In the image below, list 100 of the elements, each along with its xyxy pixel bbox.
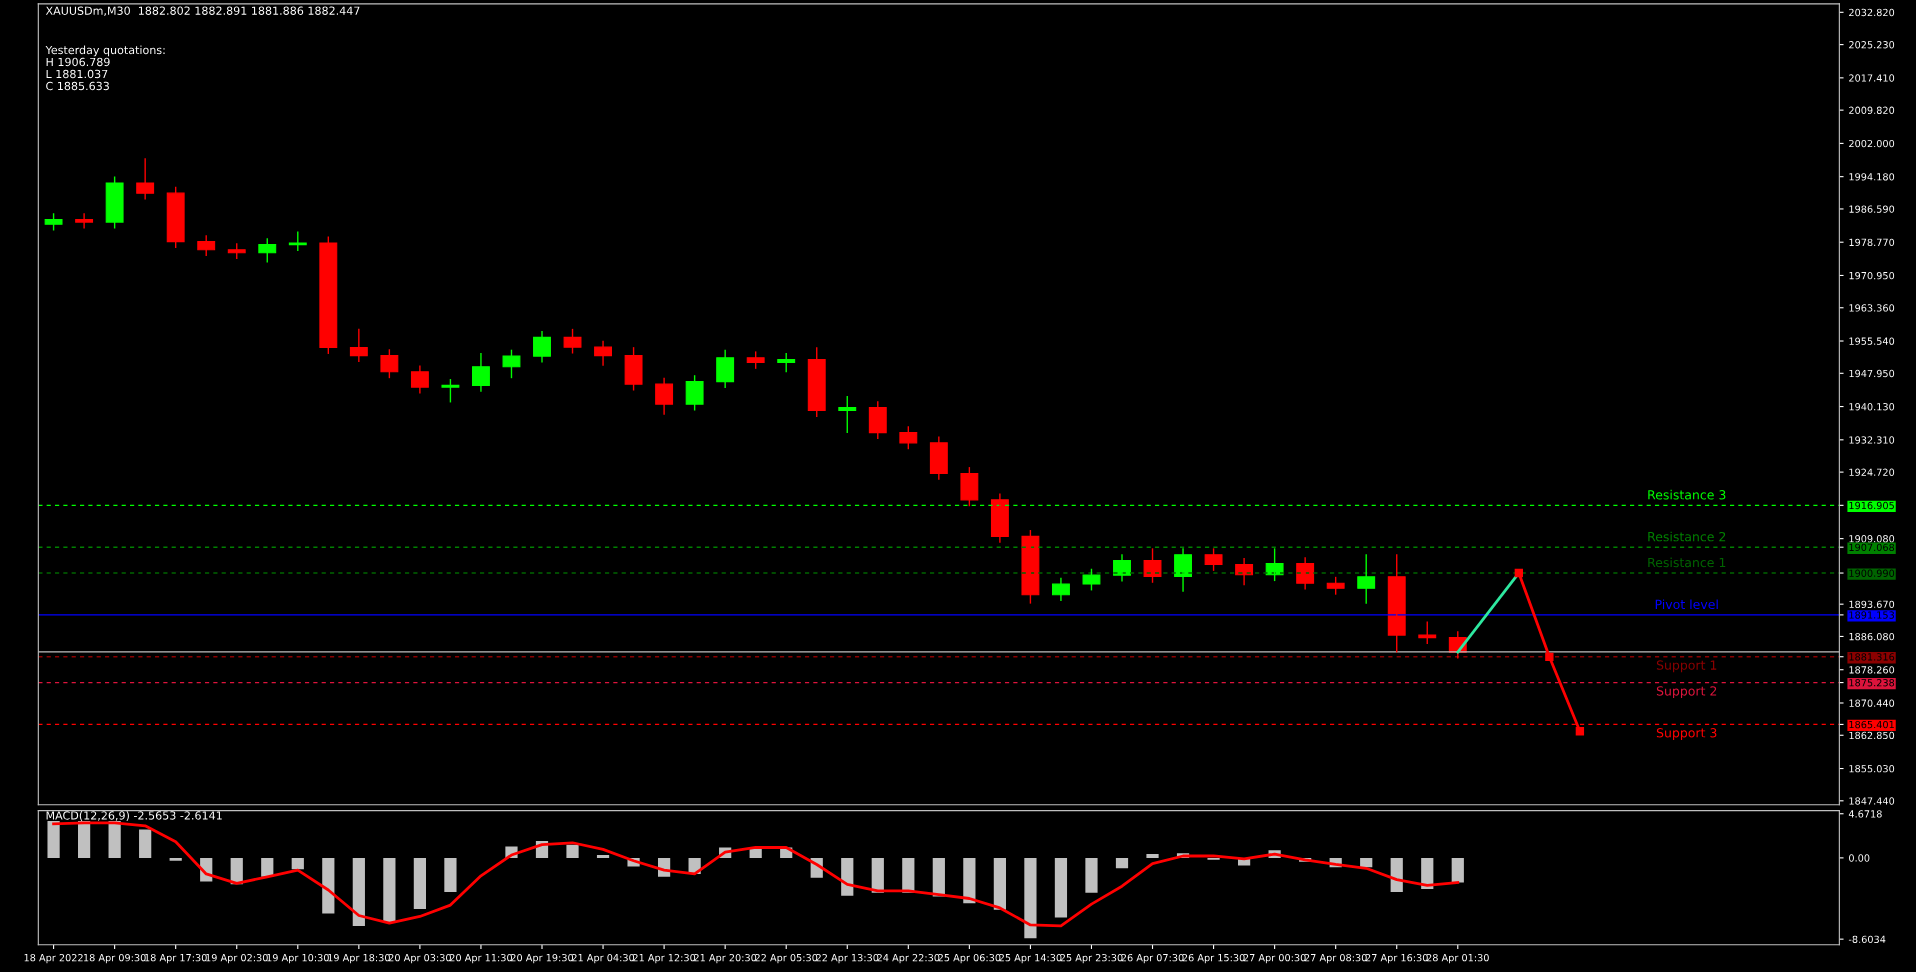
x-tick-label: 22 Apr 05:30 xyxy=(755,953,818,964)
y-tick-label: 1891.153 xyxy=(1849,611,1894,619)
ref-line-label: Support 2 xyxy=(1656,686,1717,699)
candlestick xyxy=(166,186,185,249)
x-tick-label: 20 Apr 11:30 xyxy=(449,953,512,964)
bar xyxy=(1451,857,1464,883)
y-tick-label: 1940.130 xyxy=(1849,403,1895,411)
x-tick-label: 19 Apr 10:30 xyxy=(267,953,329,964)
bar xyxy=(108,821,121,858)
bar xyxy=(1024,857,1037,939)
candlestick xyxy=(624,346,643,392)
y-tick-label: 1893.670 xyxy=(1849,600,1895,609)
candlestick xyxy=(533,330,551,364)
x-tick-label: 19 Apr 18:30 xyxy=(328,953,390,964)
x-tick-label: 19 Apr 02:30 xyxy=(206,953,268,964)
bar xyxy=(1360,857,1373,868)
y-tick-label: 1986.590 xyxy=(1849,205,1895,213)
bar xyxy=(1085,857,1098,893)
candlestick xyxy=(563,328,582,355)
x-tick-label: 25 Apr 14:30 xyxy=(999,953,1062,964)
candlestick xyxy=(471,352,490,393)
x-tick-label: 21 Apr 12:30 xyxy=(633,953,696,964)
y-tick-label: 2017.410 xyxy=(1849,74,1895,82)
bar xyxy=(596,855,610,858)
candlestick xyxy=(197,234,216,257)
bar xyxy=(932,857,945,897)
x-tick-label: 21 Apr 20:30 xyxy=(694,953,757,964)
point xyxy=(1514,568,1524,578)
x-tick-label: 18 Apr 09:30 xyxy=(84,953,146,964)
x-tick-label: 26 Apr 07:30 xyxy=(1121,953,1184,964)
bar xyxy=(78,821,91,858)
bar xyxy=(1054,857,1068,918)
candlestick xyxy=(1051,576,1070,602)
ref-line-label: Support 3 xyxy=(1656,728,1717,740)
x-tick-label: 25 Apr 06:30 xyxy=(938,953,1001,964)
candlestick xyxy=(1021,529,1040,605)
candlestick xyxy=(136,157,155,201)
chart-title: XAUUSDm,M30 1882.802 1882.891 1881.886 1882.447 xyxy=(45,6,360,17)
x-tick-label: 24 Apr 22:30 xyxy=(877,953,940,964)
bar xyxy=(291,857,304,870)
y-tick-label: 1862.850 xyxy=(1849,731,1895,740)
candlestick xyxy=(105,175,124,230)
y-tick-label: 1886.080 xyxy=(1849,632,1895,641)
y-tick-label: 1878.260 xyxy=(1849,666,1895,674)
candlestick xyxy=(868,400,887,440)
bar xyxy=(871,857,884,893)
candlestick xyxy=(288,230,307,252)
bar xyxy=(322,857,335,914)
candlestick xyxy=(319,235,338,355)
bar xyxy=(1390,857,1403,892)
bar xyxy=(566,844,579,858)
candlestick xyxy=(838,395,857,434)
x-tick-label: 27 Apr 16:30 xyxy=(1365,953,1428,964)
annotation: C 1885.633 xyxy=(46,81,109,91)
candlestick xyxy=(380,348,399,379)
y-tick-label: 1963.360 xyxy=(1849,304,1895,312)
candlestick xyxy=(258,237,277,264)
y-tick-label: 1947.950 xyxy=(1849,369,1895,378)
bar xyxy=(413,857,426,909)
candlestick xyxy=(1204,547,1223,572)
y-tick-label: -8.6034 xyxy=(1848,935,1886,943)
y-tick-label: 0.00 xyxy=(1849,854,1870,862)
point xyxy=(1545,652,1554,661)
bar xyxy=(1115,857,1129,869)
bar xyxy=(47,821,60,858)
bar xyxy=(383,857,396,923)
y-tick-label: 1994.180 xyxy=(1849,173,1895,181)
y-tick-label: 1865.401 xyxy=(1849,720,1894,729)
y-tick-label: 1955.540 xyxy=(1849,337,1895,345)
y-tick-label: 2032.820 xyxy=(1849,8,1895,17)
y-tick-label: 1855.030 xyxy=(1849,765,1895,773)
ref-line-label: Resistance 2 xyxy=(1648,531,1726,542)
bar xyxy=(139,829,152,858)
y-tick-label: 2025.230 xyxy=(1849,41,1895,49)
y-tick-label: 1916.905 xyxy=(1849,501,1894,510)
y-tick-label: 2002.000 xyxy=(1849,139,1895,148)
candlestick xyxy=(410,364,429,395)
bar xyxy=(963,857,976,904)
bar xyxy=(993,857,1006,910)
y-tick-label: 1924.720 xyxy=(1849,468,1895,476)
y-tick-label: 1970.950 xyxy=(1849,271,1895,280)
y-tick-label: 4.6718 xyxy=(1848,810,1882,818)
ref-line-label: Support 1 xyxy=(1656,660,1717,673)
y-tick-label: 1932.310 xyxy=(1849,436,1895,444)
candlestick xyxy=(929,435,948,481)
x-tick-label: 28 Apr 01:30 xyxy=(1426,953,1489,964)
ref-line-label: Pivot level xyxy=(1655,599,1718,610)
ref-line-label: Resistance 1 xyxy=(1648,557,1726,568)
y-tick-label: 2009.820 xyxy=(1849,106,1895,114)
bar xyxy=(352,857,365,926)
x-tick-label: 20 Apr 03:30 xyxy=(388,953,451,964)
y-tick-label: 1881.316 xyxy=(1849,653,1895,661)
bar xyxy=(169,857,182,861)
candlestick xyxy=(1357,553,1376,605)
bar xyxy=(1146,854,1159,858)
x-tick-label: 22 Apr 13:30 xyxy=(816,953,879,964)
y-tick-label: 1870.440 xyxy=(1849,699,1895,707)
candlestick xyxy=(75,212,94,230)
bar xyxy=(902,857,915,893)
candlestick xyxy=(777,352,796,373)
